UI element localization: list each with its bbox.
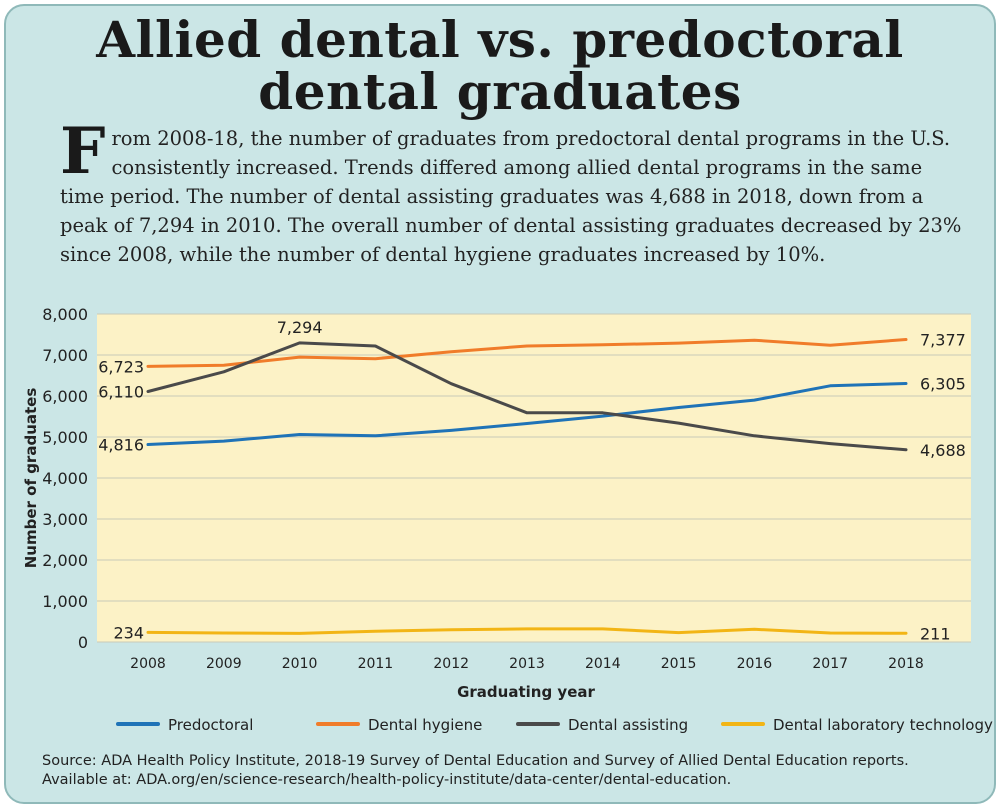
series-line-predoctoral bbox=[146, 382, 908, 446]
x-tick-label: 2013 bbox=[509, 656, 545, 672]
data-label: 6,723 bbox=[98, 357, 144, 376]
x-tick-label: 2017 bbox=[812, 656, 848, 672]
series-line-dental-laboratory-technology bbox=[146, 627, 908, 635]
x-axis-ticks: 2008 2009 2010 2011 2012 2013 2014 2015 2016 2017… bbox=[130, 656, 924, 672]
legend-label: Predoctoral bbox=[168, 716, 253, 734]
x-axis-label: Graduating year bbox=[457, 683, 595, 701]
data-label: 211 bbox=[920, 624, 951, 643]
title-line-1: Allied dental vs. predoctoral bbox=[96, 10, 904, 69]
x-tick-label: 2008 bbox=[130, 656, 166, 672]
x-tick-label: 2011 bbox=[358, 656, 394, 672]
x-tick-label: 2010 bbox=[282, 656, 318, 672]
legend-label: Dental assisting bbox=[568, 716, 688, 734]
y-axis-label: Number of graduates bbox=[22, 388, 40, 569]
y-tick-label: 5,000 bbox=[42, 428, 88, 447]
series-line-dental-hygiene bbox=[146, 338, 908, 368]
series-lines bbox=[146, 338, 908, 635]
data-label: 7,294 bbox=[277, 318, 323, 337]
y-tick-label: 7,000 bbox=[42, 346, 88, 365]
y-tick-label: 3,000 bbox=[42, 510, 88, 529]
x-tick-label: 2016 bbox=[737, 656, 773, 672]
data-label: 7,377 bbox=[920, 331, 966, 350]
legend: Predoctoral Dental hygiene Dental assistin… bbox=[116, 716, 993, 734]
data-label: 6,305 bbox=[920, 374, 966, 393]
source-line-2: Available at: ADA.org/en/science-researc… bbox=[42, 772, 732, 788]
y-tick-label: 8,000 bbox=[42, 305, 88, 324]
data-label: 234 bbox=[113, 623, 144, 642]
source-line-1: Source: ADA Health Policy Institute, 201… bbox=[42, 753, 909, 769]
y-tick-label: 6,000 bbox=[42, 387, 88, 406]
chart-title: Allied dental vs. predoctoral dental gra… bbox=[0, 14, 1000, 118]
source-note: Source: ADA Health Policy Institute, 201… bbox=[42, 752, 982, 790]
legend-label: Dental hygiene bbox=[368, 716, 482, 734]
y-tick-label: 1,000 bbox=[42, 592, 88, 611]
data-label: 4,688 bbox=[920, 441, 966, 460]
x-tick-label: 2012 bbox=[433, 656, 469, 672]
data-labels: 6,723 6,110 4,816 234 7,294 7,377 6,305 4,688 21… bbox=[98, 318, 966, 643]
drop-cap: F bbox=[60, 114, 106, 189]
intro-text: rom 2008-18, the number of graduates fro… bbox=[60, 127, 962, 266]
gridlines bbox=[97, 313, 971, 643]
y-tick-label: 0 bbox=[78, 633, 88, 652]
x-tick-label: 2014 bbox=[585, 656, 621, 672]
series-line-dental-assisting bbox=[146, 341, 908, 452]
x-tick-label: 2018 bbox=[888, 656, 924, 672]
x-tick-label: 2015 bbox=[661, 656, 697, 672]
x-tick-label: 2009 bbox=[206, 656, 242, 672]
legend-label: Dental laboratory technology bbox=[773, 716, 993, 734]
y-tick-label: 4,000 bbox=[42, 469, 88, 488]
y-axis-ticks: 0 1,000 2,000 3,000 4,000 5,000 6,000 7,000 8,00… bbox=[42, 305, 88, 652]
data-label: 4,816 bbox=[98, 436, 144, 455]
y-tick-label: 2,000 bbox=[42, 551, 88, 570]
data-label: 6,110 bbox=[98, 382, 144, 401]
title-line-2: dental graduates bbox=[258, 62, 742, 121]
